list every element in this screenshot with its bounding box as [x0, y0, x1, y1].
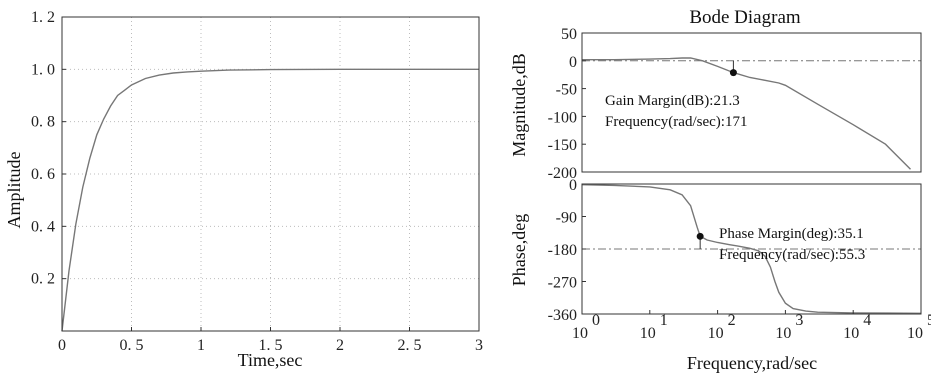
step-y-tick-labels: 0. 2 0. 4 0. 6 0. 8 1. 0 1. 2 [31, 9, 66, 288]
step-y-tick-label: 0. 6 [31, 166, 55, 183]
step-x-tick-label: 0. 5 [120, 337, 144, 354]
phase-x-tick-exponent: 2 [728, 312, 736, 329]
phase-x-tick-label: 10 [843, 325, 859, 342]
step-y-axis-label: Amplitude [4, 151, 24, 228]
gain-margin-marker [729, 69, 737, 77]
step-x-tick-labels: 0 0. 5 1 1. 5 2 2. 5 3 [58, 327, 483, 354]
gain-margin-label: Gain Margin(dB):21.3 [605, 93, 740, 109]
phase-margin-marker [696, 232, 704, 240]
step-x-axis-label: Time,sec [238, 350, 303, 370]
phase-x-tick-label: 10 [572, 325, 588, 342]
phase-y-tick-label: -270 [548, 275, 577, 292]
bode-title: Bode Diagram [689, 7, 801, 28]
phase-y-tick-label: -180 [548, 242, 577, 259]
phase-x-tick-exponent: 5 [927, 312, 931, 329]
magnitude-y-tick-label: 50 [561, 26, 577, 43]
gain-margin-frequency-label: Frequency(rad/sec):171 [605, 114, 747, 130]
phase-x-tick-label: 10 [775, 325, 791, 342]
step-response-panel: 0. 2 0. 4 0. 6 0. 8 1. 0 1. 2 0 0. 5 1 1. 5 2 2. 5… [4, 9, 483, 370]
step-x-tick-label: 0 [58, 337, 66, 354]
step-y-tick-label: 1. 2 [31, 9, 55, 26]
phase-margin-frequency-label: Frequency(rad/sec):55.3 [719, 247, 865, 263]
phase-x-tick-label: 10 [708, 325, 724, 342]
step-y-tick-label: 1. 0 [31, 61, 55, 78]
phase-x-tick-exponent: 0 [592, 312, 600, 329]
frequency-x-axis-label: Frequency,rad/sec [687, 353, 817, 373]
phase-x-tick-label: 10 [640, 325, 656, 342]
step-y-tick-label: 0. 8 [31, 114, 55, 131]
phase-y-tick-label: -90 [556, 210, 577, 227]
step-x-tick-label: 2 [336, 337, 344, 354]
magnitude-plot-frame [581, 32, 922, 173]
phase-x-tick-exponent: 3 [795, 312, 803, 329]
phase-curve [581, 184, 922, 314]
phase-y-axis-label: Phase,deg [509, 214, 529, 286]
magnitude-y-tick-label: -100 [548, 109, 577, 126]
phase-x-tick-label: 10 [907, 325, 923, 342]
step-x-tick-label: 2. 5 [398, 337, 422, 354]
phase-y-tick-label: 0 [569, 177, 577, 194]
step-grid [62, 17, 479, 331]
magnitude-y-tick-labels: 50 0 -50 -100 -150 -200 [548, 26, 586, 182]
step-response-curve [61, 68, 479, 332]
phase-x-tick-exponent: 1 [660, 312, 668, 329]
step-x-tick-label: 3 [475, 337, 483, 354]
magnitude-y-tick-label: -50 [556, 82, 577, 99]
step-x-tick-label: 1. 5 [259, 337, 283, 354]
step-x-tick-label: 1 [197, 337, 205, 354]
magnitude-y-axis-label: Magnitude,dB [509, 53, 529, 157]
step-y-tick-label: 0. 4 [31, 218, 55, 235]
step-y-tick-label: 0. 2 [31, 271, 55, 288]
bode-magnitude-panel: Bode Diagram 50 0 -50 -100 -150 -200 Gain Mar… [509, 7, 922, 182]
magnitude-y-tick-label: -200 [548, 165, 577, 182]
phase-margin-label: Phase Margin(deg):35.1 [719, 226, 864, 242]
phase-y-tick-label: -360 [548, 307, 577, 324]
magnitude-y-tick-label: -150 [548, 137, 577, 154]
magnitude-y-tick-label: 0 [569, 54, 577, 71]
phase-y-tick-labels: 0 -90 -180 -270 -360 [548, 177, 586, 324]
phase-x-tick-exponent: 4 [863, 312, 871, 329]
